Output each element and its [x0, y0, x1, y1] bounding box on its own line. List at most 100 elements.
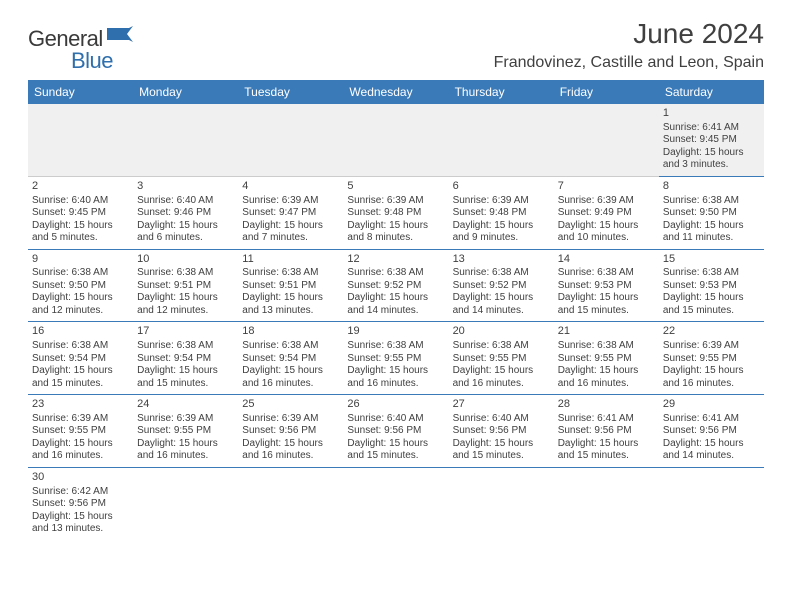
- day-number: 28: [558, 398, 655, 412]
- day-info-line: Sunset: 9:55 PM: [32, 425, 129, 438]
- day-info-line: Sunrise: 6:38 AM: [558, 267, 655, 280]
- day-info-line: Daylight: 15 hours and 9 minutes.: [453, 220, 550, 245]
- day-info-line: Daylight: 15 hours and 8 minutes.: [347, 220, 444, 245]
- day-info-line: Daylight: 15 hours and 14 minutes.: [347, 292, 444, 317]
- calendar-day: 19Sunrise: 6:38 AMSunset: 9:55 PMDayligh…: [343, 322, 448, 395]
- day-info-line: Daylight: 15 hours and 5 minutes.: [32, 220, 129, 245]
- calendar-empty: [28, 104, 133, 177]
- day-info-line: Daylight: 15 hours and 15 minutes.: [558, 438, 655, 463]
- calendar-day: 16Sunrise: 6:38 AMSunset: 9:54 PMDayligh…: [28, 322, 133, 395]
- calendar-day: 21Sunrise: 6:38 AMSunset: 9:55 PMDayligh…: [554, 322, 659, 395]
- logo-text-blue: Blue: [71, 48, 113, 73]
- calendar-day: 11Sunrise: 6:38 AMSunset: 9:51 PMDayligh…: [238, 250, 343, 323]
- day-number: 9: [32, 253, 129, 267]
- title-block: June 2024 Frandovinez, Castille and Leon…: [494, 18, 764, 72]
- day-number: 23: [32, 398, 129, 412]
- day-info-line: Sunrise: 6:39 AM: [242, 413, 339, 426]
- day-info-line: Sunrise: 6:39 AM: [242, 195, 339, 208]
- day-info-line: Sunset: 9:55 PM: [347, 353, 444, 366]
- day-info-line: Sunrise: 6:38 AM: [137, 340, 234, 353]
- calendar-header: SundayMondayTuesdayWednesdayThursdayFrid…: [28, 80, 764, 104]
- calendar-day: 28Sunrise: 6:41 AMSunset: 9:56 PMDayligh…: [554, 395, 659, 468]
- day-info-line: Sunrise: 6:38 AM: [453, 267, 550, 280]
- day-number: 12: [347, 253, 444, 267]
- day-info-line: Daylight: 15 hours and 14 minutes.: [453, 292, 550, 317]
- day-info-line: Sunset: 9:52 PM: [347, 280, 444, 293]
- calendar-empty: [133, 104, 238, 177]
- day-number: 16: [32, 325, 129, 339]
- day-info-line: Sunrise: 6:39 AM: [32, 413, 129, 426]
- day-number: 7: [558, 180, 655, 194]
- day-number: 30: [32, 471, 129, 485]
- calendar-day: 8Sunrise: 6:38 AMSunset: 9:50 PMDaylight…: [659, 177, 764, 250]
- calendar: SundayMondayTuesdayWednesdayThursdayFrid…: [28, 80, 764, 540]
- calendar-day: 13Sunrise: 6:38 AMSunset: 9:52 PMDayligh…: [449, 250, 554, 323]
- day-info-line: Daylight: 15 hours and 16 minutes.: [347, 365, 444, 390]
- calendar-day: 15Sunrise: 6:38 AMSunset: 9:53 PMDayligh…: [659, 250, 764, 323]
- day-info-line: Sunset: 9:51 PM: [137, 280, 234, 293]
- day-info-line: Sunrise: 6:39 AM: [663, 340, 760, 353]
- day-number: 15: [663, 253, 760, 267]
- day-info-line: Daylight: 15 hours and 3 minutes.: [663, 147, 760, 172]
- calendar-day: 7Sunrise: 6:39 AMSunset: 9:49 PMDaylight…: [554, 177, 659, 250]
- day-info-line: Daylight: 15 hours and 14 minutes.: [663, 438, 760, 463]
- day-info-line: Sunset: 9:56 PM: [453, 425, 550, 438]
- day-info-line: Sunset: 9:54 PM: [137, 353, 234, 366]
- weekday-header: Monday: [133, 80, 238, 104]
- page: General June 2024 Frandovinez, Castille …: [0, 0, 792, 540]
- day-info-line: Sunset: 9:49 PM: [558, 207, 655, 220]
- logo-blue-wrap: Blue: [72, 48, 113, 74]
- day-number: 4: [242, 180, 339, 194]
- day-info-line: Sunrise: 6:41 AM: [663, 122, 760, 135]
- day-number: 17: [137, 325, 234, 339]
- day-info-line: Daylight: 15 hours and 12 minutes.: [137, 292, 234, 317]
- day-info-line: Sunrise: 6:38 AM: [242, 340, 339, 353]
- day-number: 27: [453, 398, 550, 412]
- calendar-body: 1Sunrise: 6:41 AMSunset: 9:45 PMDaylight…: [28, 104, 764, 540]
- calendar-day: 18Sunrise: 6:38 AMSunset: 9:54 PMDayligh…: [238, 322, 343, 395]
- calendar-day: 2Sunrise: 6:40 AMSunset: 9:45 PMDaylight…: [28, 177, 133, 250]
- day-number: 2: [32, 180, 129, 194]
- calendar-empty: [238, 104, 343, 177]
- flag-icon: [107, 26, 133, 42]
- day-info-line: Sunset: 9:55 PM: [453, 353, 550, 366]
- day-info-line: Sunset: 9:50 PM: [32, 280, 129, 293]
- day-info-line: Sunrise: 6:38 AM: [558, 340, 655, 353]
- day-number: 19: [347, 325, 444, 339]
- day-info-line: Sunset: 9:56 PM: [663, 425, 760, 438]
- day-info-line: Sunset: 9:55 PM: [663, 353, 760, 366]
- weekday-header: Sunday: [28, 80, 133, 104]
- day-info-line: Sunset: 9:56 PM: [32, 498, 129, 511]
- weekday-header: Friday: [554, 80, 659, 104]
- calendar-day: 17Sunrise: 6:38 AMSunset: 9:54 PMDayligh…: [133, 322, 238, 395]
- day-info-line: Daylight: 15 hours and 10 minutes.: [558, 220, 655, 245]
- day-info-line: Sunrise: 6:38 AM: [663, 195, 760, 208]
- day-info-line: Sunset: 9:45 PM: [663, 134, 760, 147]
- day-info-line: Sunrise: 6:38 AM: [32, 267, 129, 280]
- day-info-line: Sunset: 9:45 PM: [32, 207, 129, 220]
- day-info-line: Daylight: 15 hours and 16 minutes.: [32, 438, 129, 463]
- day-info-line: Sunrise: 6:39 AM: [453, 195, 550, 208]
- calendar-day: 10Sunrise: 6:38 AMSunset: 9:51 PMDayligh…: [133, 250, 238, 323]
- calendar-day: 26Sunrise: 6:40 AMSunset: 9:56 PMDayligh…: [343, 395, 448, 468]
- calendar-empty: [449, 104, 554, 177]
- day-info-line: Sunrise: 6:38 AM: [347, 267, 444, 280]
- day-number: 20: [453, 325, 550, 339]
- day-info-line: Sunrise: 6:40 AM: [453, 413, 550, 426]
- day-number: 25: [242, 398, 339, 412]
- day-info-line: Sunrise: 6:39 AM: [558, 195, 655, 208]
- calendar-day: 24Sunrise: 6:39 AMSunset: 9:55 PMDayligh…: [133, 395, 238, 468]
- day-info-line: Sunrise: 6:38 AM: [453, 340, 550, 353]
- day-info-line: Daylight: 15 hours and 15 minutes.: [137, 365, 234, 390]
- day-info-line: Sunset: 9:55 PM: [137, 425, 234, 438]
- calendar-day: 12Sunrise: 6:38 AMSunset: 9:52 PMDayligh…: [343, 250, 448, 323]
- day-info-line: Daylight: 15 hours and 12 minutes.: [32, 292, 129, 317]
- weekday-header: Saturday: [659, 80, 764, 104]
- day-info-line: Daylight: 15 hours and 15 minutes.: [558, 292, 655, 317]
- day-info-line: Sunrise: 6:41 AM: [663, 413, 760, 426]
- day-info-line: Sunrise: 6:39 AM: [347, 195, 444, 208]
- day-info-line: Sunset: 9:54 PM: [242, 353, 339, 366]
- calendar-day: 25Sunrise: 6:39 AMSunset: 9:56 PMDayligh…: [238, 395, 343, 468]
- day-info-line: Daylight: 15 hours and 7 minutes.: [242, 220, 339, 245]
- day-info-line: Sunrise: 6:41 AM: [558, 413, 655, 426]
